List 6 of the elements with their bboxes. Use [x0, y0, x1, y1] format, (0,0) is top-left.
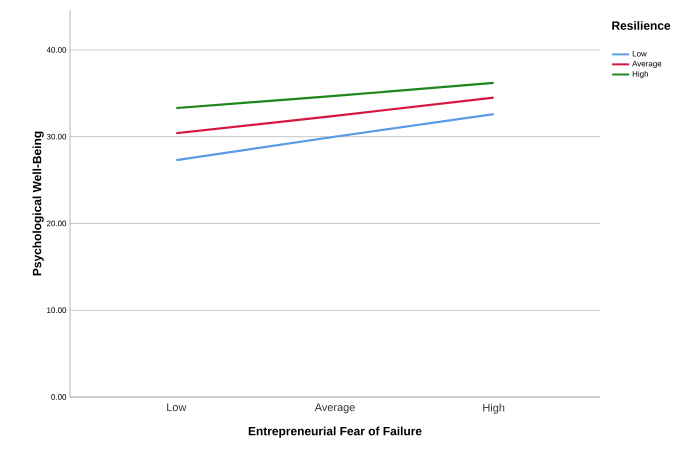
x-tick-label: Average	[314, 404, 355, 414]
legend-title: Resilience	[612, 21, 670, 30]
x-tick-label: Low	[167, 404, 186, 412]
x-tick-label: High	[483, 404, 504, 414]
y-axis-title: Psychological Well-Being	[32, 132, 44, 276]
x-axis-title: Entrepreneurial Fear of Failure	[248, 426, 422, 438]
